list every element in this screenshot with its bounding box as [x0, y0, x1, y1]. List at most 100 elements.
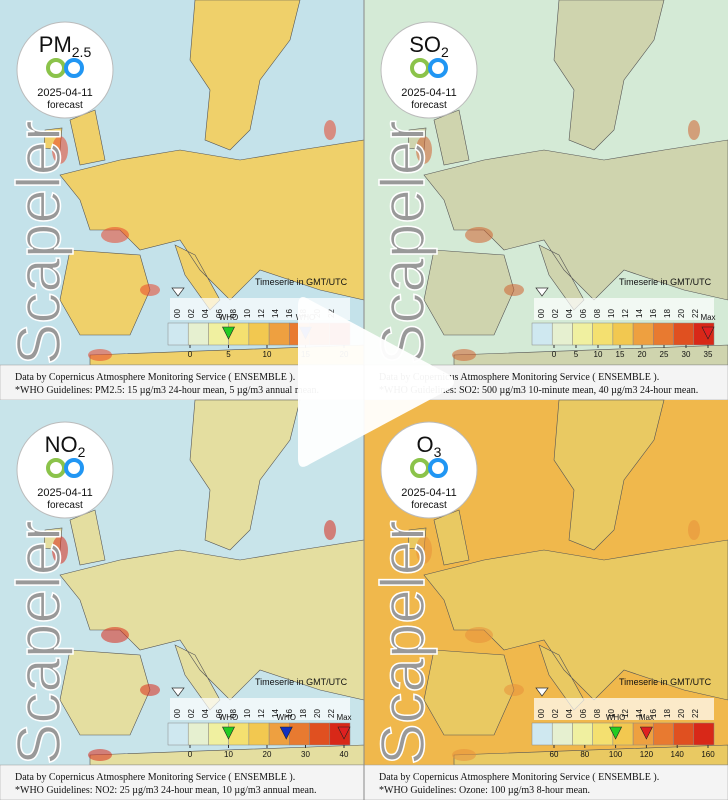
hour-label: 16: [285, 709, 294, 718]
hotspot: [324, 120, 336, 140]
hour-label: 18: [299, 709, 308, 718]
forecast-label: forecast: [47, 500, 83, 511]
credit: Data by Copernicus Atmosphere Monitoring…: [15, 772, 295, 783]
marker: [639, 726, 653, 740]
hotspot: [452, 349, 476, 361]
hour-label: 08: [229, 709, 238, 718]
scale-band: [329, 722, 351, 746]
guideline: *WHO Guidelines: Ozone: 100 µg/m3 8-hour…: [379, 785, 590, 796]
marker: [222, 326, 235, 340]
marker-label: Max: [336, 713, 351, 722]
play-button[interactable]: [298, 297, 454, 467]
scale-band: [551, 722, 573, 746]
time-strip: [534, 298, 714, 320]
hour-label: 08: [229, 309, 238, 318]
hour-label: 14: [635, 309, 644, 318]
scale-band: [531, 722, 553, 746]
hour-label: 12: [621, 309, 630, 318]
pollutant-sub: 2: [78, 444, 86, 460]
hour-label: 16: [649, 709, 658, 718]
scale-tick-label: 5: [574, 350, 579, 359]
caption-bg: [0, 764, 365, 800]
brand: Scapeler: [5, 120, 74, 365]
scale-band: [693, 722, 715, 746]
hour-label: 08: [593, 309, 602, 318]
scale-tick-label: 30: [682, 350, 691, 359]
hour-label: 06: [215, 709, 224, 718]
hotspot: [101, 227, 129, 243]
timeserie-label: Timeserie in GMT/UTC: [255, 677, 348, 687]
guideline: *WHO Guidelines: SO2: 500 µg/m3 10-minut…: [379, 385, 698, 396]
hour-label: 04: [565, 709, 574, 718]
scale-band: [592, 322, 614, 346]
hotspot: [324, 520, 336, 540]
forecast-date: 2025-04-11: [37, 487, 92, 499]
marker-label: WHO: [219, 713, 239, 722]
scale-tick-label: 100: [609, 750, 623, 759]
scale-band: [309, 722, 331, 746]
hour-label: 10: [243, 309, 252, 318]
caption-bg: [363, 764, 728, 800]
hour-label: 20: [313, 709, 322, 718]
hour-label: 04: [565, 309, 574, 318]
credit: Data by Copernicus Atmosphere Monitoring…: [15, 372, 295, 383]
hour-label: 22: [691, 309, 700, 318]
time-cursor: [171, 687, 185, 697]
scale-tick-label: 60: [550, 750, 559, 759]
hour-label: 16: [649, 309, 658, 318]
scale-band: [531, 322, 553, 346]
scale-band: [592, 722, 614, 746]
hour-label: 02: [551, 709, 560, 718]
hour-label: 10: [607, 309, 616, 318]
marker: [222, 726, 235, 740]
hour-label: 20: [677, 309, 686, 318]
scale-tick-label: 20: [638, 350, 647, 359]
scale-band: [572, 322, 593, 346]
scale-band: [268, 322, 290, 346]
hour-label: 00: [537, 709, 546, 718]
scale-band: [167, 722, 189, 746]
pollutant-name: NO2: [45, 432, 86, 460]
marker: [279, 726, 293, 740]
time-cursor: [171, 287, 185, 297]
scale-tick-label: 15: [616, 350, 625, 359]
brand: Scapeler: [369, 520, 438, 765]
scale-tick-label: 0: [188, 750, 193, 759]
pollutant-main: NO: [45, 432, 78, 457]
guideline: *WHO Guidelines: PM2.5: 15 µg/m3 24-hour…: [15, 385, 319, 396]
scale-band: [693, 322, 715, 346]
scale-band: [612, 322, 634, 346]
hotspot: [688, 520, 700, 540]
scale-band: [632, 322, 654, 346]
hour-label: 14: [271, 309, 280, 318]
hour-label: 00: [173, 309, 182, 318]
marker: [701, 326, 715, 340]
marker-label: Max: [639, 713, 654, 722]
scale-tick-label: 160: [701, 750, 715, 759]
scale-band: [248, 322, 270, 346]
timeserie-label: Timeserie in GMT/UTC: [255, 277, 348, 287]
scale-band: [228, 722, 250, 746]
hotspot: [140, 284, 160, 296]
hour-label: 02: [551, 309, 560, 318]
hour-label: 18: [663, 709, 672, 718]
hotspot: [688, 120, 700, 140]
hotspot: [465, 227, 493, 243]
hour-label: 06: [215, 309, 224, 318]
pollutant-main: O: [417, 432, 434, 457]
scale-tick-label: 0: [188, 350, 193, 359]
scale-band: [248, 722, 270, 746]
marker-label: Max: [700, 313, 715, 322]
hour-label: 20: [677, 709, 686, 718]
pollutant-main: SO: [409, 32, 441, 57]
scale-band: [673, 722, 695, 746]
hour-label: 18: [663, 309, 672, 318]
hour-label: 06: [579, 309, 588, 318]
hour-label: 12: [257, 309, 266, 318]
forecast-label: forecast: [411, 100, 447, 111]
brand: Scapeler: [5, 520, 74, 765]
scale-band: [167, 322, 189, 346]
